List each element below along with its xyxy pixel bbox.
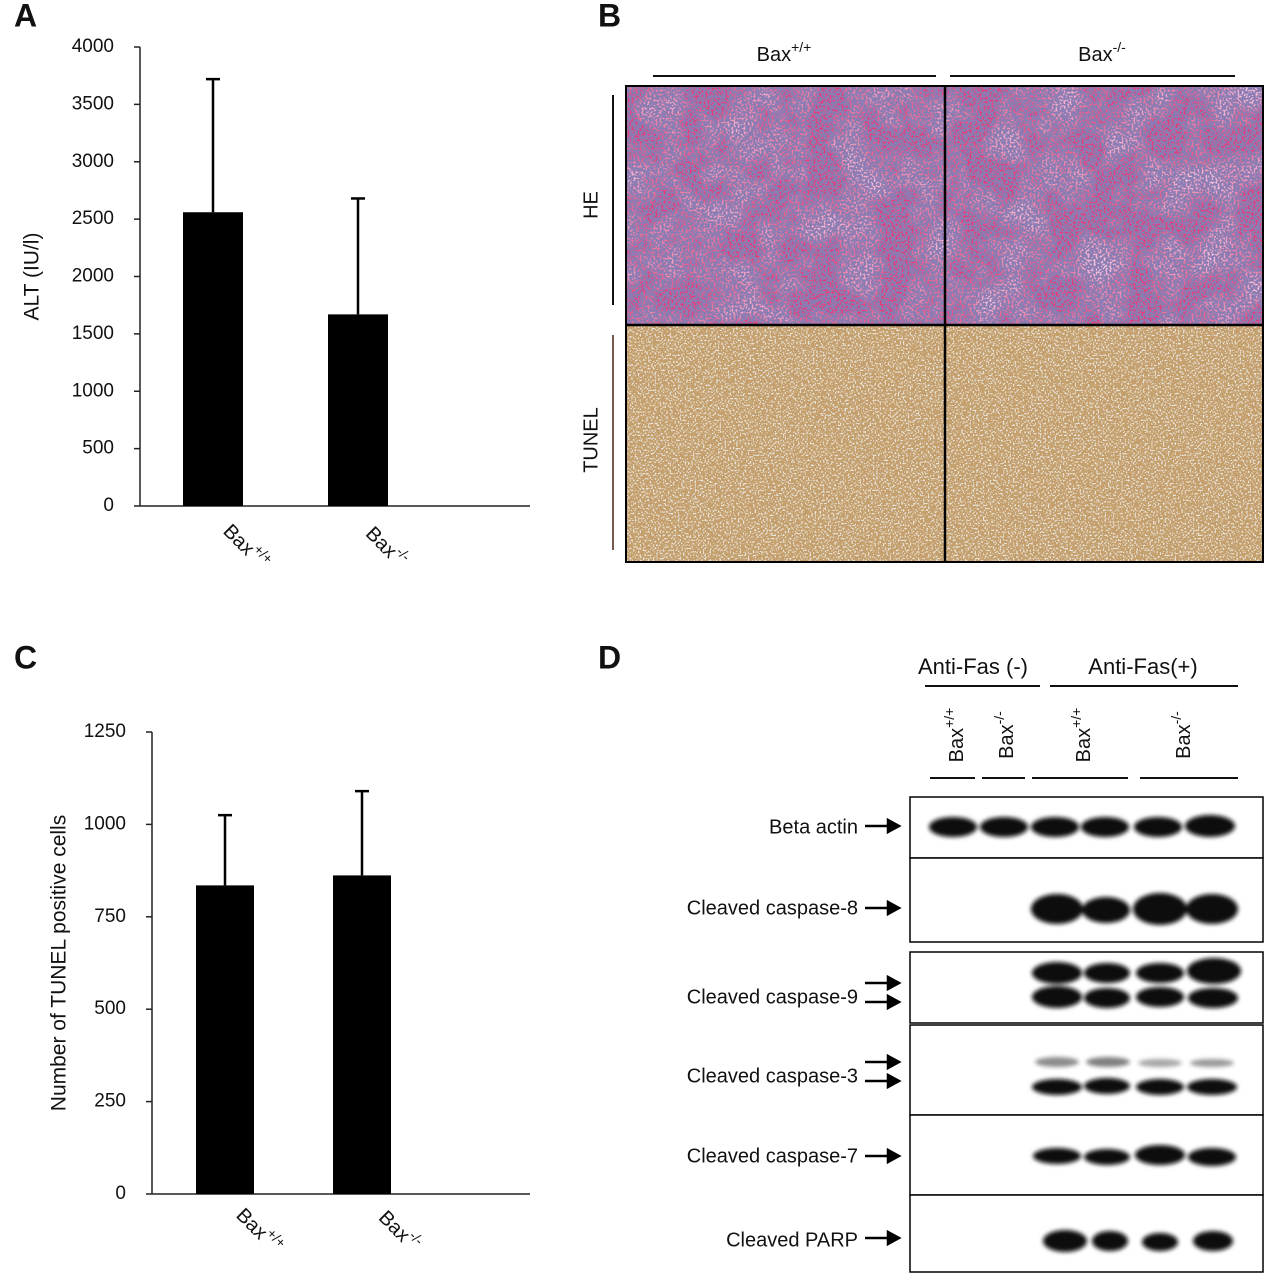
tunel-image <box>626 325 945 562</box>
panel-label: B <box>598 0 621 33</box>
y-tick-label: 1000 <box>84 813 126 834</box>
protein-label: Cleaved caspase-7 <box>687 1145 858 1167</box>
band <box>1031 817 1079 837</box>
band <box>1193 1231 1233 1251</box>
arrow <box>865 899 902 917</box>
y-tick-label: 3500 <box>72 93 114 114</box>
column-label: Bax-/- <box>1078 39 1126 67</box>
column-label: Bax+/+ <box>757 39 812 67</box>
band <box>1185 815 1235 837</box>
y-tick-label: 500 <box>82 438 114 459</box>
protein-labels: Beta actin Cleaved caspase-8 Cleaved cas… <box>687 816 858 1251</box>
arrow <box>865 1072 902 1090</box>
tunel-image <box>945 325 1263 562</box>
y-tick-label: 3000 <box>72 151 114 172</box>
bar <box>333 875 391 1194</box>
band <box>1133 893 1187 925</box>
arrow <box>865 1147 902 1165</box>
x-tick-label: Bax+/+ <box>218 516 276 574</box>
y-tick-label: 1500 <box>72 323 114 344</box>
band <box>1134 817 1182 837</box>
bar <box>328 314 388 506</box>
y-tick-label: 1000 <box>72 380 114 401</box>
protein-label: Cleaved caspase-8 <box>687 897 858 919</box>
row-label: HE <box>580 191 602 219</box>
he-image <box>626 86 945 325</box>
y-tick-label: 750 <box>94 906 126 927</box>
panel-label: D <box>598 639 621 675</box>
protein-label: Cleaved PARP <box>726 1229 858 1251</box>
y-tick-label: 250 <box>94 1091 126 1112</box>
band <box>1187 1079 1237 1095</box>
band <box>1186 894 1238 924</box>
band <box>1033 1148 1081 1164</box>
band <box>1032 962 1082 984</box>
y-tick-label: 1250 <box>84 721 126 742</box>
band <box>1043 1230 1087 1252</box>
arrow <box>865 1053 902 1071</box>
lane-label: Bax-/- <box>991 711 1019 759</box>
band <box>1188 988 1238 1008</box>
band <box>1135 1145 1185 1165</box>
band <box>1081 817 1129 837</box>
y-axis-label: Number of TUNEL positive cells <box>48 815 71 1111</box>
band <box>1032 1079 1082 1095</box>
blot-box <box>909 1024 1264 1116</box>
y-tick-label: 4000 <box>72 36 114 57</box>
y-tick-label: 2500 <box>72 208 114 229</box>
band <box>1035 1057 1079 1067</box>
band <box>1187 958 1241 984</box>
lane-label: Bax+/+ <box>941 708 969 763</box>
band <box>1136 963 1184 983</box>
treatment-label: Anti-Fas(+) <box>1088 654 1197 679</box>
band <box>1032 986 1082 1008</box>
arrows <box>865 817 902 1247</box>
bar <box>183 212 243 507</box>
lane-label: Bax+/+ <box>1068 708 1096 763</box>
band <box>1142 1233 1178 1251</box>
band <box>1092 1231 1128 1251</box>
band <box>1084 1078 1130 1094</box>
protein-label: Beta actin <box>769 816 858 838</box>
row-label: TUNEL <box>580 407 602 473</box>
protein-label: Cleaved caspase-3 <box>687 1065 858 1087</box>
band <box>1188 1148 1236 1166</box>
arrow <box>865 974 902 992</box>
band <box>1084 988 1130 1008</box>
blot <box>909 796 1264 1273</box>
band <box>980 817 1028 837</box>
panel-label: C <box>14 639 37 675</box>
band <box>1031 894 1083 924</box>
arrow <box>865 993 902 1011</box>
band <box>1086 1057 1130 1067</box>
arrow <box>865 817 902 835</box>
he-image <box>945 86 1263 325</box>
band <box>1190 1059 1234 1067</box>
band <box>1084 1149 1130 1165</box>
y-tick-label: 0 <box>103 495 114 516</box>
band <box>1136 987 1184 1007</box>
band <box>1084 963 1130 983</box>
arrow <box>865 1229 902 1247</box>
x-tick-label: Bax+/+ <box>231 1200 289 1258</box>
x-tick-label: Bax-/- <box>361 519 414 572</box>
y-tick-label: 2000 <box>72 266 114 287</box>
band <box>1136 1079 1184 1095</box>
protein-label: Cleaved caspase-9 <box>687 986 858 1008</box>
band <box>1082 897 1130 923</box>
y-tick-label: 0 <box>115 1183 126 1204</box>
y-tick-label: 500 <box>94 998 126 1019</box>
x-tick-label: Bax-/- <box>374 1203 427 1256</box>
y-axis-label: ALT (IU/l) <box>21 233 44 321</box>
bar <box>196 885 254 1194</box>
band <box>1138 1059 1182 1067</box>
band <box>929 817 977 837</box>
lane-label: Bax-/- <box>1168 711 1196 759</box>
bands <box>929 815 1241 1252</box>
panel-label: A <box>14 0 37 33</box>
treatment-label: Anti-Fas (-) <box>918 654 1028 679</box>
